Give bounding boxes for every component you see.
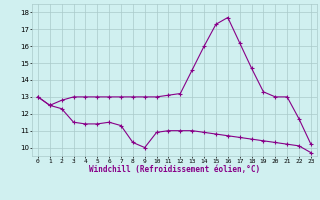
X-axis label: Windchill (Refroidissement éolien,°C): Windchill (Refroidissement éolien,°C) — [89, 165, 260, 174]
